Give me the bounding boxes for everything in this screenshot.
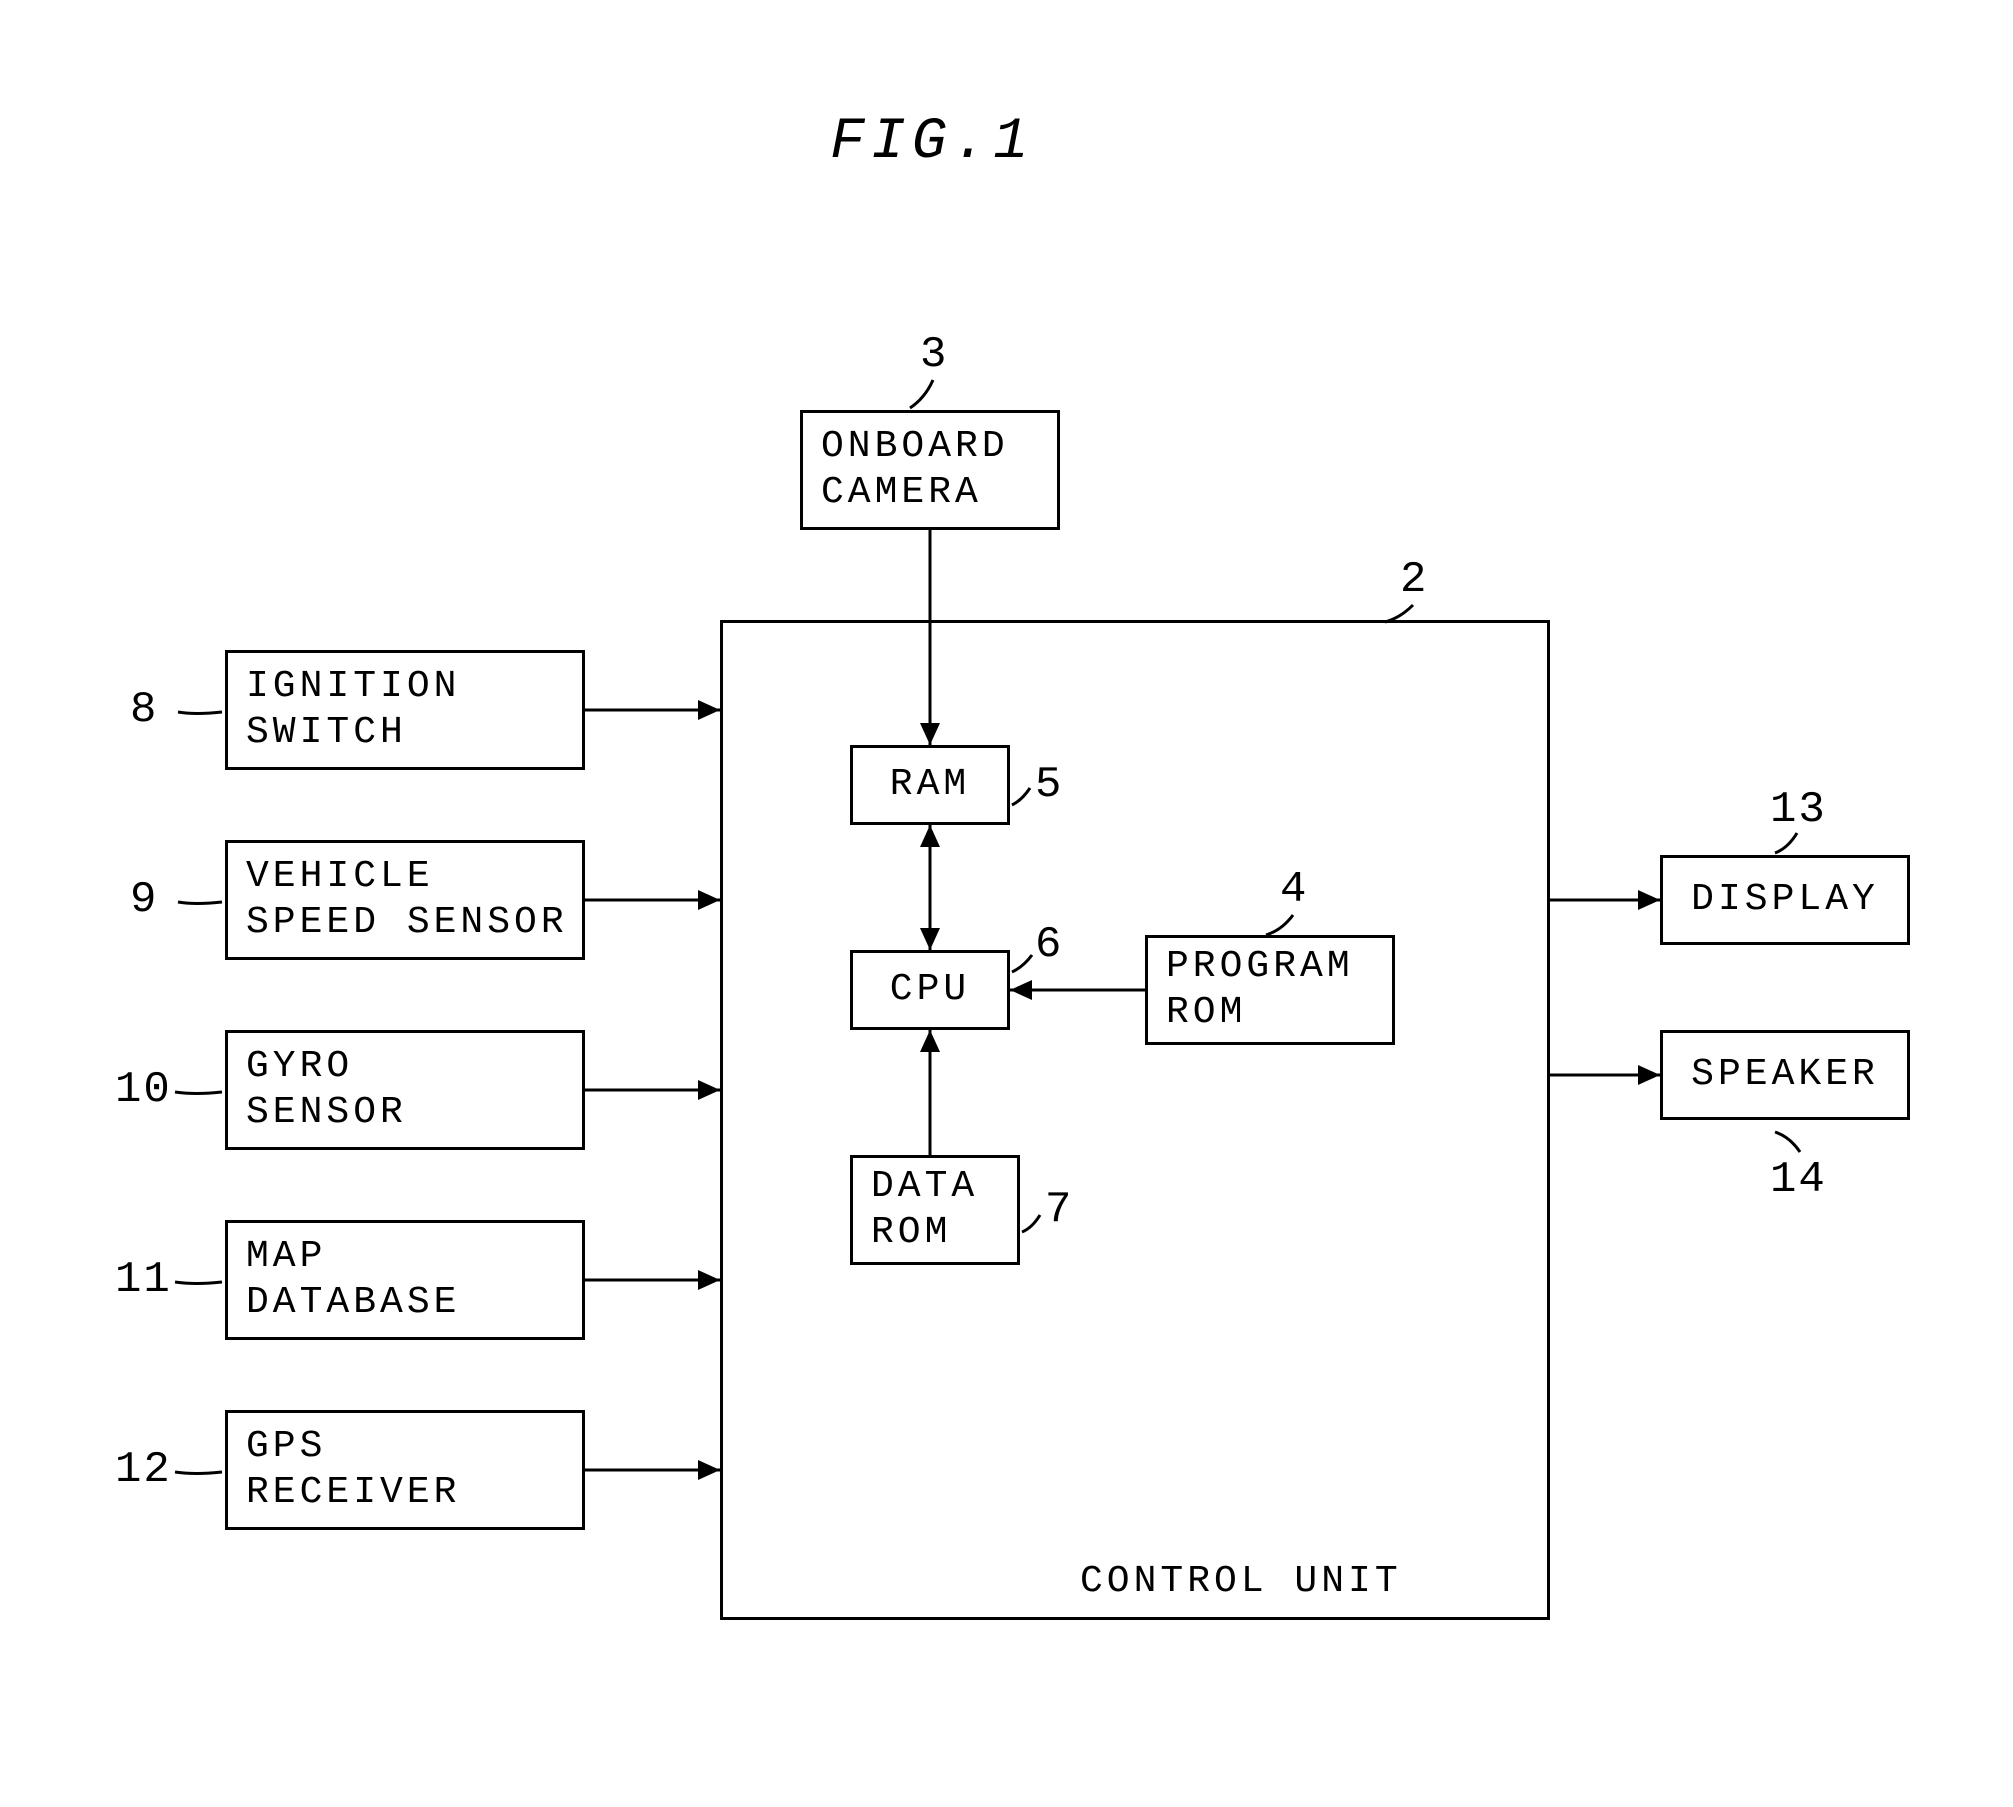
program-rom-line1: PROGRAM <box>1166 944 1354 990</box>
ref-14: 14 <box>1770 1155 1827 1205</box>
display-block: DISPLAY <box>1660 855 1910 945</box>
ram-block: RAM <box>850 745 1010 825</box>
ignition-switch-line2: SWITCH <box>246 710 407 756</box>
ref-4: 4 <box>1280 865 1308 915</box>
map-db-line2: DATABASE <box>246 1280 460 1326</box>
ref-12: 12 <box>115 1445 172 1495</box>
data-rom-line2: ROM <box>871 1210 951 1256</box>
camera-line1: ONBOARD <box>821 424 1009 470</box>
ref-9: 9 <box>130 875 158 925</box>
ref-13: 13 <box>1770 785 1827 835</box>
ref-5: 5 <box>1035 760 1063 810</box>
ignition-switch-block: IGNITION SWITCH <box>225 650 585 770</box>
gps-receiver-block: GPS RECEIVER <box>225 1410 585 1530</box>
ref-7: 7 <box>1045 1185 1073 1235</box>
cpu-block: CPU <box>850 950 1010 1030</box>
ref-8: 8 <box>130 685 158 735</box>
camera-line2: CAMERA <box>821 470 982 516</box>
map-database-block: MAP DATABASE <box>225 1220 585 1340</box>
figure-title: FIG.1 <box>830 110 1034 175</box>
ref-6: 6 <box>1035 920 1063 970</box>
ignition-switch-line1: IGNITION <box>246 664 460 710</box>
gps-line1: GPS <box>246 1424 326 1470</box>
control-unit-label: CONTROL UNIT <box>1080 1560 1402 1603</box>
display-label: DISPLAY <box>1691 877 1879 923</box>
gyro-sensor-block: GYRO SENSOR <box>225 1030 585 1150</box>
ref-11: 11 <box>115 1255 172 1305</box>
ref-3: 3 <box>920 330 948 380</box>
onboard-camera-block: ONBOARD CAMERA <box>800 410 1060 530</box>
gyro-line2: SENSOR <box>246 1090 407 1136</box>
ref-10: 10 <box>115 1065 172 1115</box>
control-unit-box <box>720 620 1550 1620</box>
program-rom-block: PROGRAM ROM <box>1145 935 1395 1045</box>
map-db-line1: MAP <box>246 1234 326 1280</box>
vehicle-speed-line2: SPEED SENSOR <box>246 900 568 946</box>
speaker-block: SPEAKER <box>1660 1030 1910 1120</box>
cpu-label: CPU <box>890 967 970 1013</box>
gps-line2: RECEIVER <box>246 1470 460 1516</box>
ram-label: RAM <box>890 762 970 808</box>
vehicle-speed-block: VEHICLE SPEED SENSOR <box>225 840 585 960</box>
speaker-label: SPEAKER <box>1691 1052 1879 1098</box>
data-rom-line1: DATA <box>871 1164 978 1210</box>
gyro-line1: GYRO <box>246 1044 353 1090</box>
program-rom-line2: ROM <box>1166 990 1246 1036</box>
vehicle-speed-line1: VEHICLE <box>246 854 434 900</box>
data-rom-block: DATA ROM <box>850 1155 1020 1265</box>
ref-2: 2 <box>1400 555 1428 605</box>
